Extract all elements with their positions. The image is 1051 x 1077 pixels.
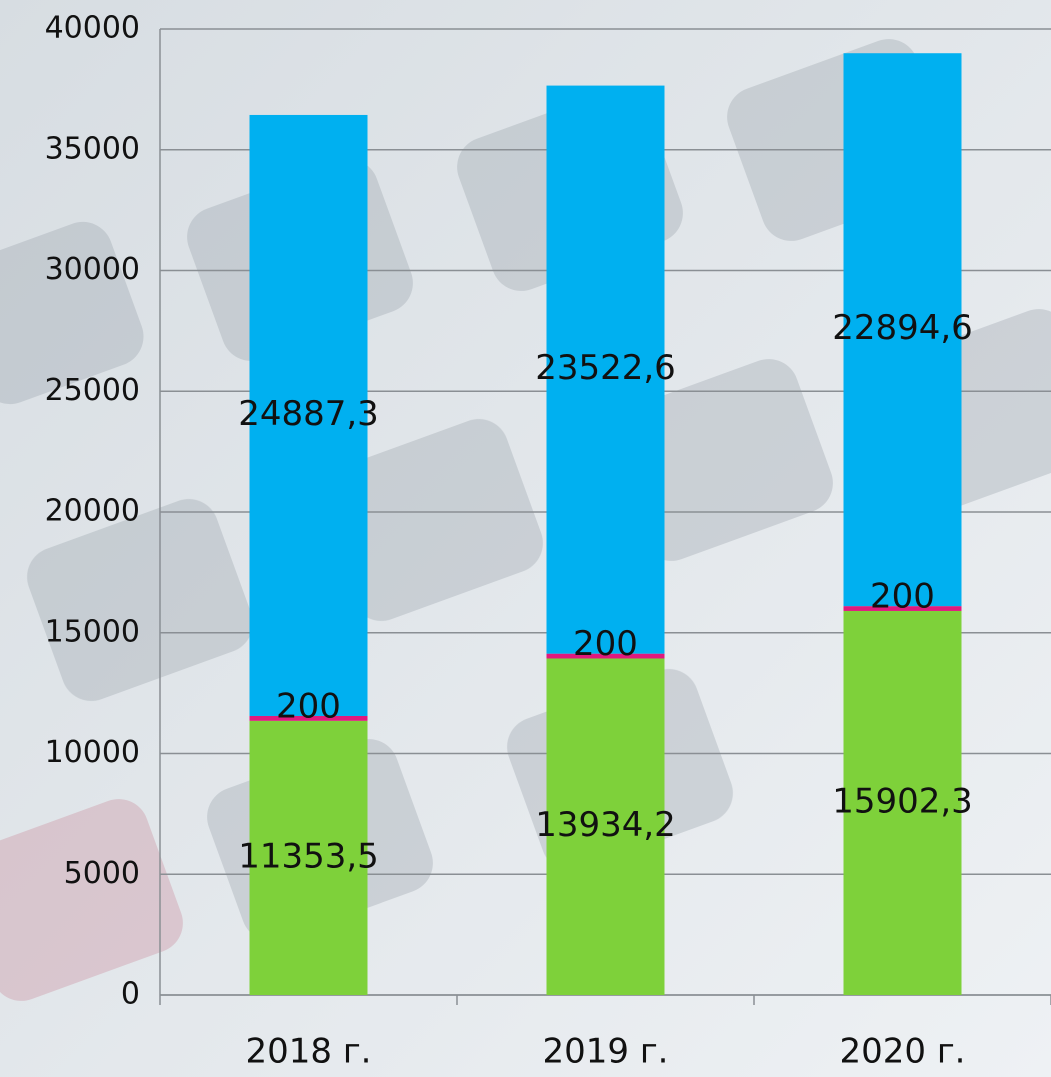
y-tick-label: 25000 <box>45 373 140 408</box>
value-label: 13934,2 <box>535 805 676 845</box>
x-tick-label: 2019 г. <box>542 1032 668 1072</box>
bar-segment <box>546 85 665 654</box>
bar-segment <box>843 606 962 611</box>
bar-segment <box>843 53 962 607</box>
bar-segment <box>546 653 665 659</box>
y-tick-label: 30000 <box>45 252 140 287</box>
y-tick-label: 40000 <box>45 11 140 46</box>
bar-segment <box>249 720 368 995</box>
bar-segment <box>546 658 665 995</box>
bar-segment <box>249 114 368 716</box>
value-label: 23522,6 <box>535 348 676 388</box>
value-label: 200 <box>573 624 638 664</box>
y-tick-label: 15000 <box>45 614 140 649</box>
value-label: 200 <box>870 577 935 617</box>
y-tick-label: 35000 <box>45 131 140 166</box>
value-label: 11353,5 <box>238 836 379 876</box>
y-tick-label: 5000 <box>64 856 140 891</box>
x-tick-label: 2018 г. <box>245 1032 371 1072</box>
value-label: 15902,3 <box>832 781 973 821</box>
value-label: 22894,6 <box>832 308 973 348</box>
y-tick-label: 10000 <box>45 735 140 770</box>
y-tick-label: 20000 <box>45 494 140 529</box>
bar-segment <box>843 610 962 995</box>
x-tick-label: 2020 г. <box>839 1032 965 1072</box>
bar-segment <box>249 715 368 721</box>
y-tick-label: 0 <box>121 977 140 1012</box>
value-label: 24887,3 <box>238 394 379 434</box>
value-label: 200 <box>276 686 341 726</box>
